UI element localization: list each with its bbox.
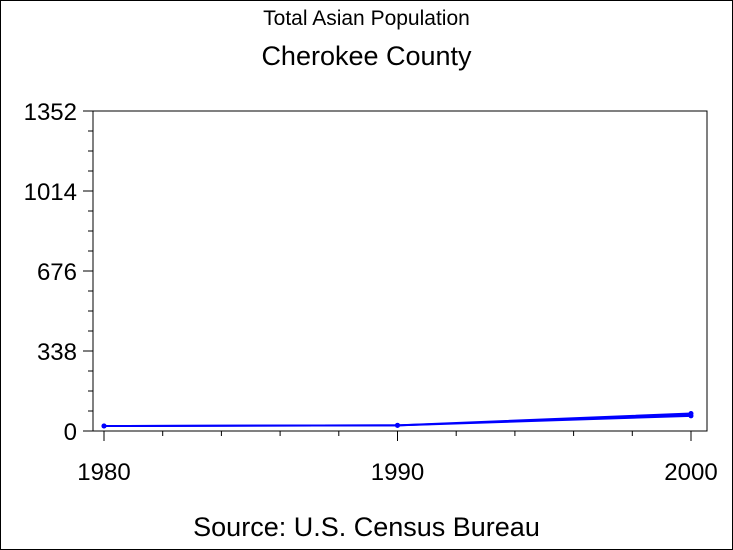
y-tick-label: 676 <box>37 259 77 286</box>
plot-area <box>92 110 708 432</box>
y-tick-label: 338 <box>37 339 77 366</box>
y-tick-label: 1014 <box>24 179 77 206</box>
x-tick-label: 2000 <box>664 459 717 486</box>
y-tick-label: 0 <box>64 419 77 446</box>
y-tick-label: 1352 <box>24 99 77 126</box>
x-tick-label: 1990 <box>371 459 424 486</box>
chart-title: Total Asian Population <box>263 7 470 30</box>
x-tick-label: 1980 <box>77 459 130 486</box>
chart-source: Source: U.S. Census Bureau <box>193 512 540 542</box>
chart-subtitle: Cherokee County <box>261 41 472 71</box>
